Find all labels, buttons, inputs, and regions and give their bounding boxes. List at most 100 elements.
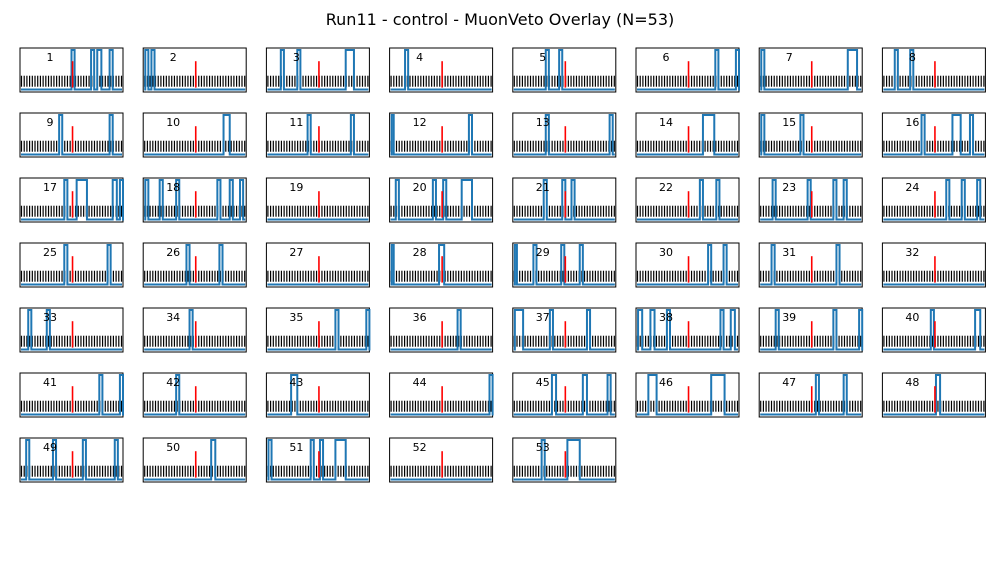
veto-trace: [267, 309, 371, 351]
panel: 6: [635, 47, 740, 93]
panel: 26: [142, 242, 247, 288]
panel-label: 10: [166, 116, 180, 129]
veto-trace: [390, 49, 492, 91]
panel-label: 29: [536, 246, 550, 259]
panel: 7: [758, 47, 863, 93]
panel: 27: [265, 242, 370, 288]
panel-label: 34: [166, 311, 180, 324]
panel-label: 52: [413, 441, 427, 454]
veto-trace: [390, 179, 492, 221]
panel: 45: [512, 372, 617, 418]
panel: 34: [142, 307, 247, 353]
pulse-ticks: [267, 270, 369, 282]
veto-trace: [21, 114, 122, 156]
pulse-ticks: [144, 75, 246, 87]
panel: 19: [265, 177, 370, 223]
panel: 47: [758, 372, 863, 418]
veto-trace: [390, 114, 492, 156]
panel-label: 50: [166, 441, 180, 454]
pulse-ticks: [144, 465, 246, 477]
panel: 53: [512, 437, 617, 483]
panel-label: 14: [659, 116, 673, 129]
veto-trace: [883, 114, 985, 156]
panel: 14: [635, 112, 740, 158]
panel: 31: [758, 242, 863, 288]
panel-label: 33: [43, 311, 57, 324]
veto-trace: [513, 114, 615, 156]
veto-trace: [390, 374, 494, 416]
veto-trace: [513, 309, 615, 351]
figure-title: Run11 - control - MuonVeto Overlay (N=53…: [326, 10, 674, 29]
panel: 35: [265, 307, 371, 353]
veto-trace: [637, 309, 738, 351]
panel: 24: [881, 177, 986, 223]
veto-trace: [144, 309, 246, 351]
panel: 20: [389, 177, 494, 223]
panel-label: 16: [905, 116, 919, 129]
panel-label: 51: [289, 441, 303, 454]
panel: 23: [758, 177, 863, 223]
panel-label: 53: [536, 441, 550, 454]
panel-label: 20: [413, 181, 427, 194]
veto-trace: [21, 439, 122, 481]
veto-trace: [637, 244, 738, 286]
veto-trace: [267, 439, 369, 481]
veto-trace: [883, 49, 985, 91]
veto-trace: [513, 49, 615, 91]
panel: 25: [19, 242, 124, 288]
panel-label: 11: [289, 116, 303, 129]
panel-label: 39: [782, 311, 796, 324]
pulse-ticks: [267, 400, 369, 412]
veto-trace: [21, 244, 122, 286]
panel-label: 24: [905, 181, 919, 194]
panel: 51: [265, 437, 370, 483]
veto-trace: [513, 439, 615, 481]
panel: 40: [881, 307, 986, 353]
panel: 9: [19, 112, 124, 158]
veto-trace: [144, 244, 246, 286]
veto-trace: [883, 309, 985, 351]
veto-trace: [513, 179, 615, 221]
pulse-ticks: [20, 400, 123, 412]
panel-label: 36: [413, 311, 427, 324]
panel: 22: [635, 177, 740, 223]
veto-trace: [760, 49, 862, 91]
panel-label: 48: [905, 376, 919, 389]
panel-label: 38: [659, 311, 673, 324]
panel: 18: [142, 177, 247, 223]
panel: 36: [389, 307, 494, 353]
panel: 48: [881, 372, 986, 418]
panel-label: 44: [413, 376, 427, 389]
veto-trace: [760, 374, 862, 416]
veto-trace: [760, 179, 862, 221]
pulse-ticks: [20, 205, 123, 217]
panel-label: 4: [416, 51, 423, 64]
panel-label: 49: [43, 441, 57, 454]
panel: 37: [512, 307, 617, 353]
panel: 13: [512, 112, 617, 158]
panel-label: 25: [43, 246, 57, 259]
veto-trace: [883, 179, 985, 221]
veto-trace: [144, 179, 246, 221]
panel: 46: [635, 372, 740, 418]
panel-label: 5: [539, 51, 546, 64]
panel-label: 27: [289, 246, 303, 259]
veto-trace: [637, 49, 740, 91]
panel-frame: [512, 112, 617, 158]
panel-label: 41: [43, 376, 57, 389]
panel-label: 28: [413, 246, 427, 259]
pulse-ticks: [883, 400, 985, 412]
panel-label: 31: [782, 246, 796, 259]
pulse-ticks: [883, 205, 985, 217]
panel: 2: [142, 47, 247, 93]
veto-trace: [637, 374, 738, 416]
panel: 32: [881, 242, 986, 288]
panel-label: 45: [536, 376, 550, 389]
veto-trace: [144, 114, 246, 156]
panel-label: 6: [663, 51, 670, 64]
panel: 43: [265, 372, 370, 418]
veto-trace: [513, 244, 615, 286]
panel-label: 22: [659, 181, 673, 194]
